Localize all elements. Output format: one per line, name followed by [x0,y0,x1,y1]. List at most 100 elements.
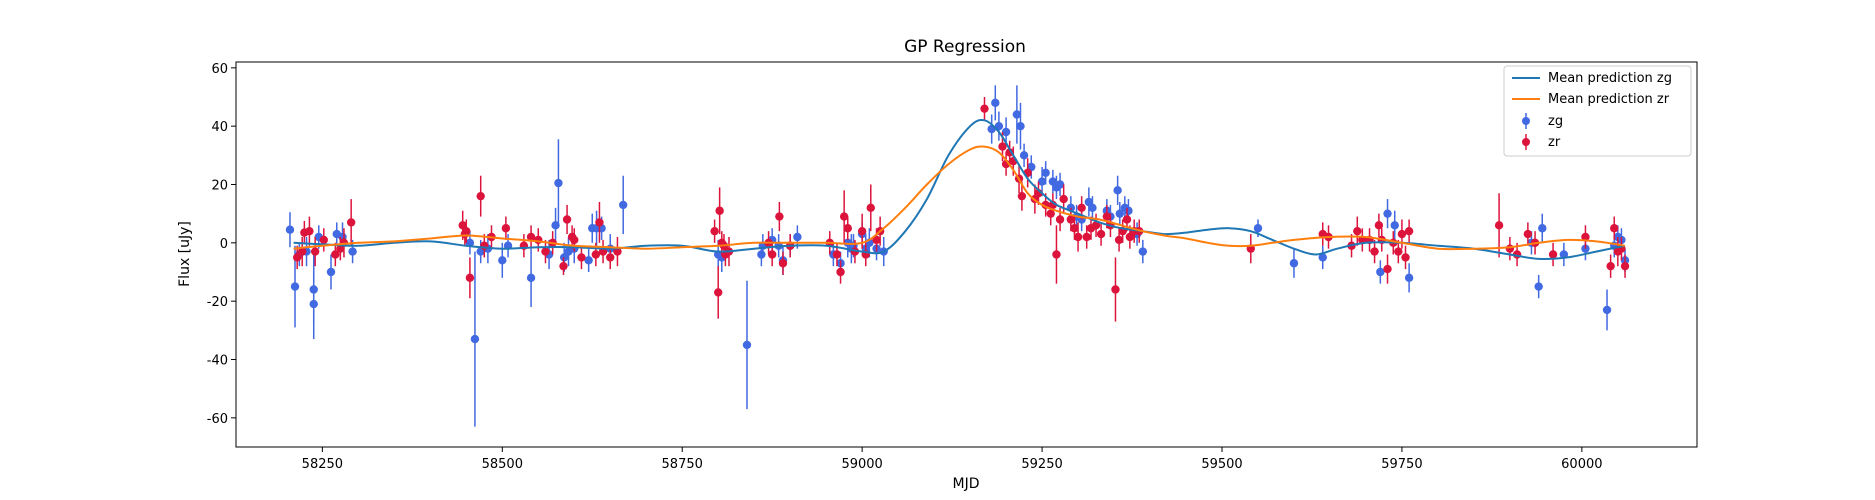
data-point [1404,273,1414,283]
x-tick-label: 58500 [482,457,523,472]
data-point [843,224,852,233]
data-point [465,273,475,283]
data-point [526,232,536,242]
data-point [1370,247,1379,256]
data-point [1096,229,1106,239]
data-point [1610,224,1619,233]
data-point [606,253,615,262]
data-point [1523,229,1533,239]
data-point [1073,232,1083,242]
data-point [534,235,543,245]
data-point [866,203,875,213]
data-point [595,218,604,227]
data-point [1383,264,1392,274]
data-point [857,226,867,236]
data-point [319,235,329,245]
data-point [1082,232,1091,242]
data-point [1114,235,1124,245]
data-point [551,221,560,230]
data-point [1052,250,1061,259]
data-point [541,247,550,256]
mean-line-zr [293,145,1626,251]
data-point [1066,215,1076,224]
data-point [1059,194,1068,204]
data-point [1374,221,1384,230]
y-tick-label: -40 [207,354,228,369]
chart-title: GP Regression [904,37,1026,57]
data-point [470,334,480,344]
plot-frame [235,61,1698,448]
legend-label-zg-points: zg [1548,114,1563,129]
data-point [1091,221,1101,230]
x-tick-label: 58250 [302,457,343,472]
legend-swatch-zr-points [1522,138,1530,146]
data-point [1077,203,1086,213]
data-point [1383,209,1392,218]
data-point [1534,282,1543,291]
data-point [710,226,719,236]
data-point [559,261,568,271]
data-point [1041,168,1050,178]
data-point [1548,250,1558,259]
data-point [577,253,586,262]
data-point [778,259,788,268]
data-point [476,191,485,201]
data-point [290,282,300,291]
data-point [1401,253,1410,262]
legend-swatch-zg-points [1522,117,1530,125]
legend-label-zr-points: zr [1548,135,1561,150]
data-point [775,212,784,221]
data-point [1397,229,1407,239]
data-point [331,250,340,259]
y-tick-label: 60 [211,62,228,77]
data-point [1494,221,1504,230]
data-point [1318,253,1327,262]
data-point [462,226,471,236]
data-point [1017,191,1027,201]
data-point [1124,206,1133,215]
data-point [767,250,777,259]
legend: Mean prediction zg Mean prediction zr zg… [1503,65,1692,157]
data-point [298,247,307,256]
data-point [1353,226,1362,236]
data-point [1538,224,1547,233]
data-point [1113,186,1122,195]
data-point [1606,261,1615,271]
data-point [1088,203,1097,213]
data-point [980,104,989,113]
legend-label-zr-line: Mean prediction zr [1548,92,1670,107]
data-point [584,256,593,265]
y-axis-label: Flux [uJy] [177,221,193,287]
data-point [305,226,314,236]
x-tick-label: 58750 [662,457,703,472]
data-point [1404,226,1414,236]
data-point [1037,177,1047,186]
data-point [1122,215,1132,224]
data-point [1111,285,1120,294]
y-tick-label: 0 [220,237,228,252]
data-point [1390,221,1399,230]
x-axis-label: MJD [953,476,980,492]
data-point [591,250,601,259]
data-point [998,142,1007,151]
data-point [1505,244,1515,253]
data-point [757,250,766,259]
data-point [326,267,336,277]
plot-area [285,85,1630,427]
data-point [501,224,511,233]
y-tick-label: -20 [207,295,228,310]
x-axis: 58250 58500 58750 59000 59250 59500 59750 60000 [302,447,1603,472]
legend-box [1503,65,1692,157]
data-point [714,288,723,297]
data-point [562,215,572,224]
data-point [570,235,579,245]
legend-label-zg-line: Mean prediction zg [1548,71,1672,86]
data-point [1012,110,1022,119]
data-point [1125,232,1135,242]
data-point [1376,267,1385,277]
data-point [1001,127,1011,137]
mean-line-zg [293,119,1626,261]
data-point [1581,232,1590,242]
y-tick-label: -60 [207,412,228,427]
